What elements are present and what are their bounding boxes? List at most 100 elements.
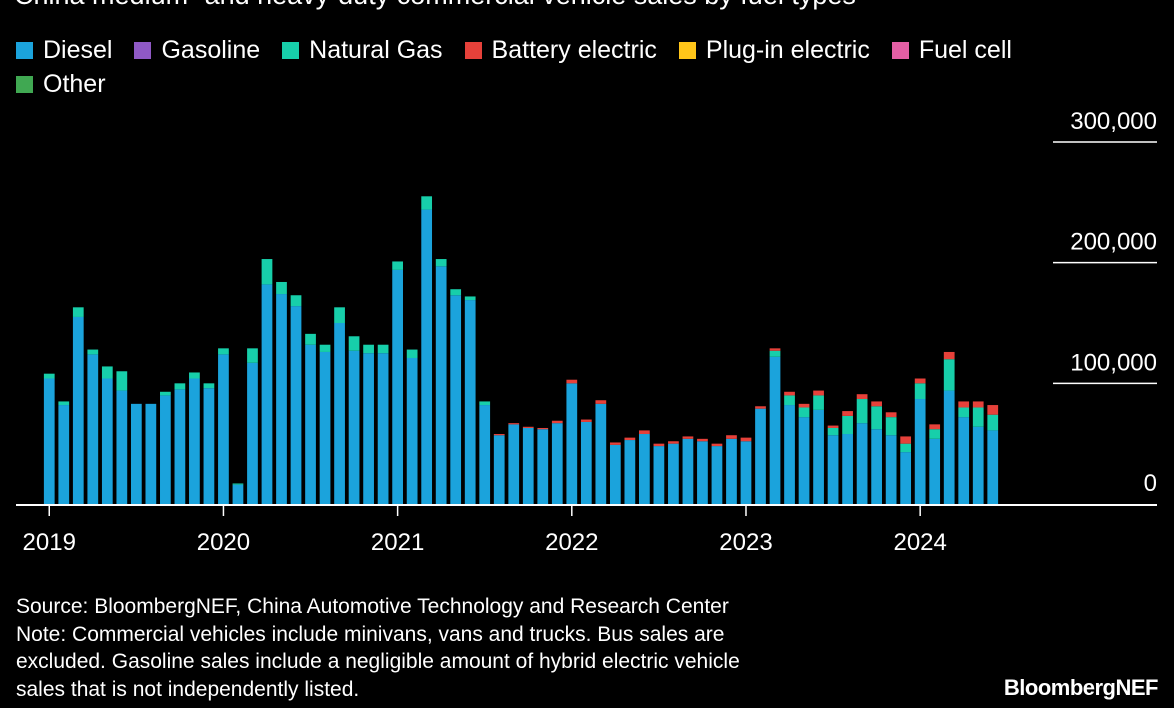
bar-segment-diesel [305, 344, 316, 504]
x-tick-label: 2021 [371, 529, 424, 556]
bar-segment-diesel [319, 351, 331, 504]
bar-segment-diesel [101, 378, 113, 504]
bar-segment-diesel [218, 354, 229, 504]
bar-segment-diesel [697, 441, 708, 504]
bar-segment-natural-gas [406, 349, 418, 358]
bar-segment-battery-electric [711, 443, 723, 447]
bar-segment-battery-electric [972, 401, 984, 408]
bar-segment-natural-gas [856, 399, 868, 424]
bar-segment-battery-electric [755, 406, 766, 409]
bar-segment-natural-gas [479, 401, 491, 406]
bar-segment-diesel [624, 440, 636, 504]
bar-segment-natural-gas [972, 407, 984, 427]
source-text: Source: BloombergNEF, China Automotive T… [16, 595, 729, 618]
bar-segment-battery-electric [624, 437, 636, 441]
bar-segment-battery-electric [522, 426, 534, 428]
bar-segment-natural-gas [189, 372, 200, 379]
bar-segment-diesel [798, 417, 810, 504]
bar-segment-diesel [72, 316, 84, 504]
bar-segment-natural-gas [914, 383, 926, 400]
bar-segment-battery-electric [769, 348, 781, 351]
bar-segment-diesel [348, 350, 360, 504]
bar-segment-diesel [914, 399, 926, 504]
bar-segment-natural-gas [305, 333, 316, 345]
bar-segment-diesel [87, 354, 99, 504]
bar-segment-diesel [421, 209, 433, 504]
bar-segment-battery-electric [668, 441, 679, 444]
bar-segment-diesel [479, 405, 491, 504]
bar-segment-natural-gas [900, 443, 912, 453]
note-line: excluded. Gasoline sales include a negli… [16, 650, 740, 673]
bar-segment-battery-electric [726, 435, 737, 439]
brand-logo-text: BloombergNEF [1003, 675, 1159, 700]
bar-segment-diesel [885, 435, 897, 504]
bar-segment-diesel [827, 435, 839, 504]
bar-segment-natural-gas [450, 289, 462, 296]
bar-segment-diesel [987, 430, 999, 504]
bar-segment-diesel [363, 353, 374, 504]
legend-label: Gasoline [161, 36, 261, 64]
bar-segment-diesel [580, 421, 592, 504]
bar-segment-natural-gas [421, 196, 433, 210]
legend-label: Other [43, 70, 106, 98]
bar-segment-diesel [958, 417, 970, 504]
bar-segment-diesel [537, 429, 549, 504]
legend-item: Gasoline [134, 37, 260, 63]
bar-segment-battery-electric [551, 420, 563, 424]
bar-segment-diesel [900, 452, 912, 504]
x-tick-label: 2019 [23, 529, 76, 556]
bar-segment-natural-gas [247, 348, 258, 363]
bar-segment-diesel [43, 378, 55, 504]
bar-segment-diesel [653, 446, 665, 504]
bar-segment-battery-electric [842, 411, 853, 416]
bar-segment-diesel [377, 353, 389, 504]
bar-segment-battery-electric [798, 403, 810, 408]
legend-swatch [891, 41, 909, 59]
bar-segment-diesel [160, 395, 171, 504]
bar-segment-diesel [943, 390, 955, 504]
bar-segment-diesel [740, 441, 752, 504]
bar-segment-diesel [551, 423, 563, 504]
bar-segment-natural-gas [392, 261, 403, 270]
bar-segment-natural-gas [827, 427, 839, 436]
bar-segment-natural-gas [174, 383, 186, 390]
bar-segment-natural-gas [769, 350, 781, 357]
bar-segment-diesel [566, 383, 578, 504]
bar-segment-diesel [276, 294, 287, 504]
bar-segment-diesel [784, 405, 795, 504]
bar-segment-natural-gas [798, 407, 810, 418]
bar-segment-diesel [682, 438, 694, 504]
bar-segment-battery-electric [508, 423, 520, 425]
bar-segment-diesel [435, 266, 447, 504]
bar-segment-diesel [130, 403, 142, 504]
legend-swatch [282, 41, 300, 59]
chart-legend: Diesel Gasoline Natural Gas Battery electri… [16, 37, 1116, 97]
legend-item: Fuel cell [891, 37, 1012, 63]
legend-item: Other [16, 71, 106, 97]
bar-segment-diesel [247, 362, 258, 504]
x-tick-label: 2020 [197, 529, 250, 556]
bar-segment-natural-gas [290, 295, 302, 307]
bar-segment-battery-electric [885, 412, 897, 418]
bar-segment-natural-gas [101, 366, 113, 379]
bar-segment-battery-electric [682, 436, 694, 439]
legend-swatch [16, 75, 33, 93]
bar-segment-natural-gas [842, 415, 853, 435]
bar-segment-diesel [668, 443, 679, 504]
bar-segment-diesel [334, 323, 345, 504]
bar-segment-diesel [145, 403, 157, 504]
legend-item: Battery electric [464, 36, 657, 64]
bar-segment-diesel [842, 434, 853, 504]
bar-segment-diesel [755, 408, 766, 504]
bar-segment-diesel [174, 389, 186, 504]
y-tick-label: 0 [1144, 470, 1157, 497]
bar-segment-natural-gas [377, 344, 389, 354]
bar-segment-natural-gas [885, 417, 897, 436]
legend-swatch [134, 41, 152, 59]
legend-label: Battery electric [491, 36, 657, 64]
bar-segment-diesel [464, 300, 476, 504]
legend-item: Diesel [16, 37, 112, 63]
bar-segment-natural-gas [116, 371, 128, 391]
bar-segment-natural-gas [319, 344, 331, 352]
bar-segment-battery-electric [595, 400, 607, 404]
